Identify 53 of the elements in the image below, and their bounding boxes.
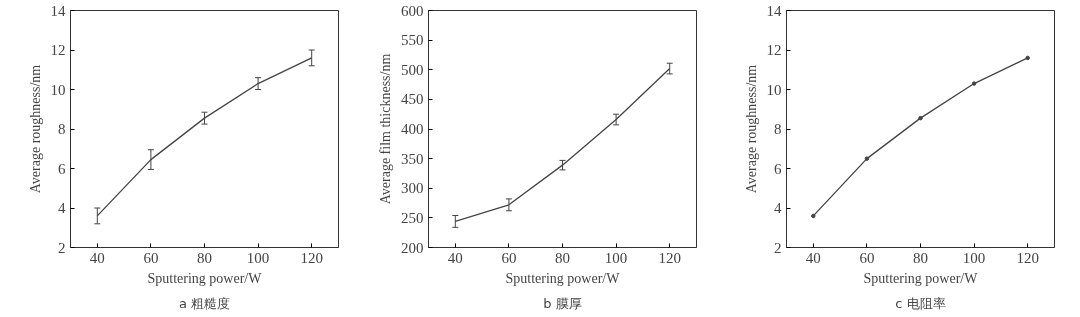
y-tick-label: 450 (401, 91, 424, 108)
y-tick-label: 300 (401, 180, 424, 197)
x-tick-label: 80 (913, 249, 928, 266)
x-tick-label: 100 (246, 249, 270, 266)
x-tick-label: 100 (604, 249, 628, 266)
x-tick-label: 60 (501, 249, 517, 266)
y-tick-label: 600 (401, 2, 424, 19)
x-tick-label: 120 (300, 249, 323, 266)
point (918, 115, 923, 121)
x-axis-title: Sputtering power/W (505, 270, 621, 286)
x-tick-label: 100 (962, 249, 986, 266)
y-tick-label: 14 (766, 2, 782, 19)
y-tick-label: 12 (50, 42, 66, 58)
y-axis-title: Average roughness/nm (743, 64, 759, 194)
y-tick-label: 200 (401, 239, 424, 256)
x-axis-title: Sputtering power/W (147, 270, 263, 286)
point (811, 213, 816, 219)
x-tick-label: 120 (1016, 249, 1039, 266)
x-tick-label: 40 (447, 249, 463, 266)
text: b 膜厚 (543, 295, 582, 311)
point (1025, 55, 1030, 61)
y-tick-label: 4 (58, 200, 66, 216)
line-series (454, 67, 671, 223)
x-tick-label: 60 (143, 249, 159, 266)
y-tick-label: 8 (58, 121, 66, 137)
text: a 粗糙度 (178, 295, 231, 311)
x-axis-title: Sputtering power/W (863, 270, 979, 286)
y-axis-title: Average roughness/nm (27, 64, 43, 194)
x-tick-label: 80 (197, 249, 212, 266)
point (864, 156, 870, 161)
y-tick-label: 14 (50, 2, 66, 19)
y-tick-label: 10 (766, 81, 782, 98)
x-tick-label: 40 (89, 249, 105, 266)
text: c 电阻率 (895, 295, 946, 311)
y-tick-label: 6 (774, 160, 782, 177)
x-tick-label: 40 (805, 249, 821, 266)
y-tick-label: 350 (401, 150, 424, 167)
y-tick-label: 500 (401, 61, 424, 78)
x-tick-label: 120 (658, 249, 681, 266)
y-tick-label: 12 (766, 42, 782, 58)
y-tick-label: 2 (774, 239, 782, 256)
y-axis-title: Average film thickness/nm (378, 53, 393, 205)
y-tick-label: 550 (401, 32, 424, 49)
x-tick-label: 60 (859, 249, 875, 266)
y-tick-label: 4 (774, 200, 782, 216)
point (971, 81, 977, 86)
x-tick-label: 80 (555, 249, 570, 266)
y-tick-label: 250 (401, 209, 424, 226)
y-tick-label: 6 (58, 160, 66, 177)
y-tick-label: 10 (50, 81, 66, 98)
y-tick-label: 2 (58, 239, 66, 256)
y-tick-label: 8 (774, 121, 782, 137)
y-tick-label: 400 (401, 121, 424, 137)
